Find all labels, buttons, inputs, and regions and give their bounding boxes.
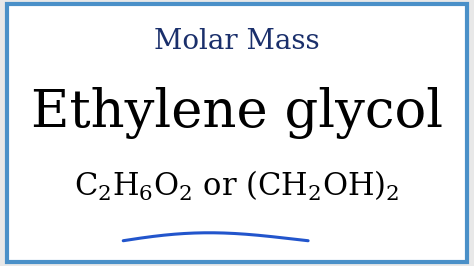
Text: $\mathdefault{C_2H_6O_2}$ or $\mathdefault{(CH_2OH)_2}$: $\mathdefault{C_2H_6O_2}$ or $\mathdefau…	[74, 169, 400, 203]
Text: Ethylene glycol: Ethylene glycol	[31, 87, 443, 139]
Text: Molar Mass: Molar Mass	[154, 28, 320, 55]
